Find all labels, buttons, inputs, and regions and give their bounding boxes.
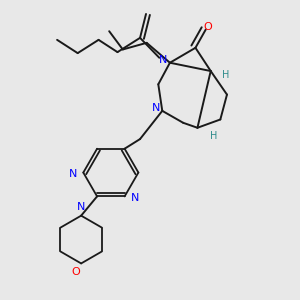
Text: H: H bbox=[210, 131, 218, 141]
Text: N: N bbox=[77, 202, 85, 212]
Text: N: N bbox=[159, 55, 167, 65]
Text: O: O bbox=[203, 22, 212, 32]
Text: O: O bbox=[72, 267, 81, 277]
Text: N: N bbox=[152, 103, 160, 113]
Text: N: N bbox=[130, 193, 139, 203]
Text: H: H bbox=[222, 70, 229, 80]
Text: N: N bbox=[69, 169, 77, 179]
